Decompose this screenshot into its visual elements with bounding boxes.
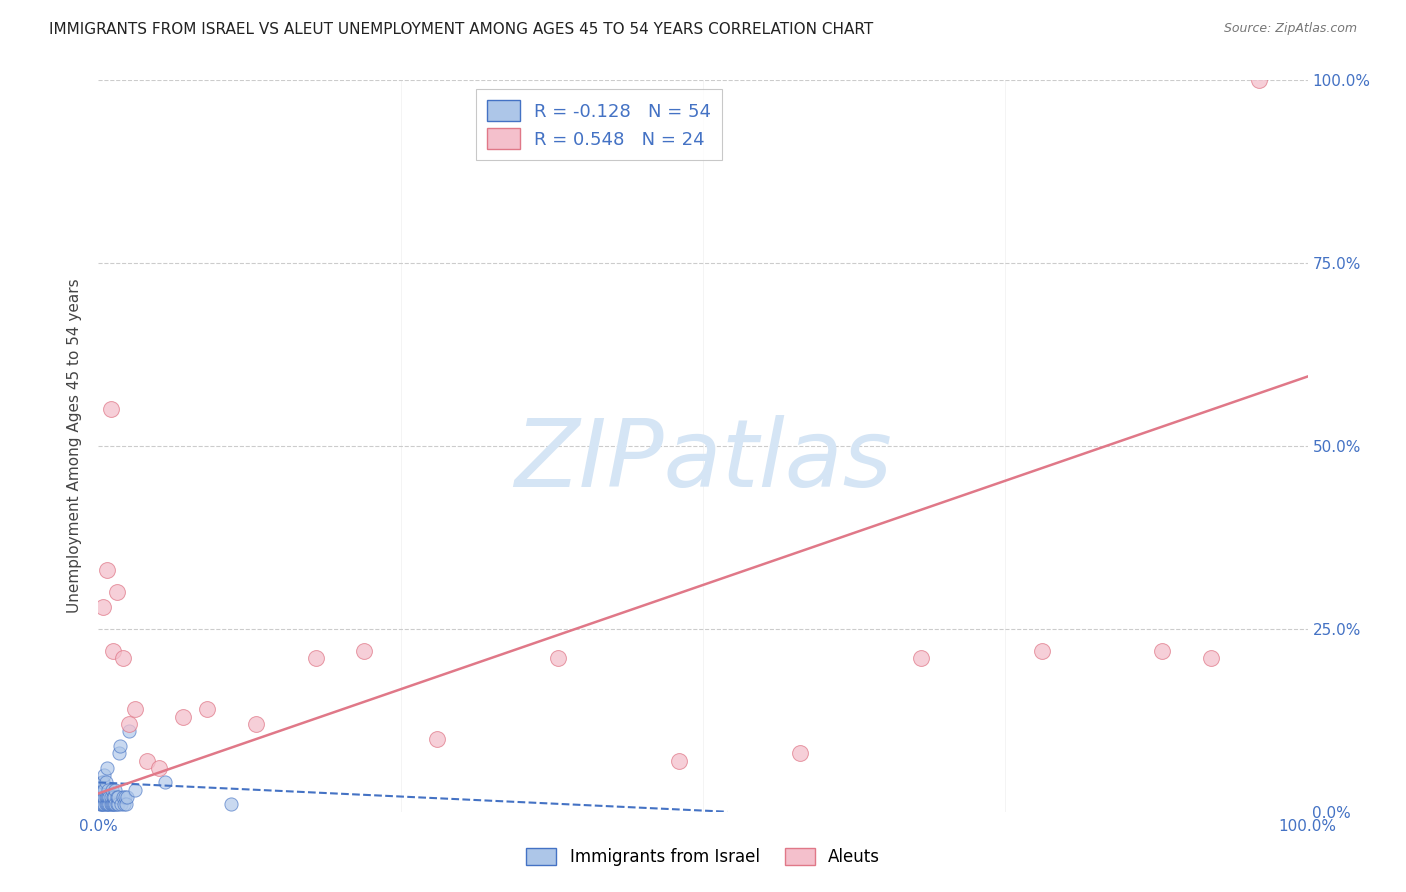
Y-axis label: Unemployment Among Ages 45 to 54 years: Unemployment Among Ages 45 to 54 years [67, 278, 83, 614]
Point [90, 797, 112, 812]
Point [195, 702, 218, 716]
Point [93, 790, 115, 805]
Point [117, 790, 139, 805]
Point [1249, 73, 1271, 87]
Point [101, 797, 124, 812]
Point [103, 790, 125, 805]
Point [100, 797, 122, 812]
Point [112, 797, 135, 812]
Point [172, 709, 194, 723]
Point [96, 563, 118, 577]
Point [93, 782, 115, 797]
Point [101, 790, 124, 805]
Point [148, 761, 170, 775]
Point [124, 782, 146, 797]
Point [93, 768, 115, 782]
Point [107, 790, 129, 805]
Point [221, 797, 243, 812]
Point [100, 797, 122, 812]
Point [305, 651, 328, 665]
Point [105, 797, 128, 812]
Point [111, 651, 134, 665]
Point [100, 782, 122, 797]
Point [91, 782, 114, 797]
Text: ZIPatlas: ZIPatlas [515, 415, 891, 506]
Point [104, 797, 127, 812]
Point [100, 402, 122, 417]
Text: IMMIGRANTS FROM ISRAEL VS ALEUT UNEMPLOYMENT AMONG AGES 45 TO 54 YEARS CORRELATI: IMMIGRANTS FROM ISRAEL VS ALEUT UNEMPLOY… [49, 22, 873, 37]
Point [547, 651, 569, 665]
Point [94, 797, 117, 812]
Point [101, 644, 124, 658]
Point [910, 651, 932, 665]
Point [100, 790, 122, 805]
Point [96, 790, 118, 805]
Point [91, 775, 114, 789]
Point [89, 797, 111, 812]
Point [1031, 644, 1053, 658]
Point [118, 717, 141, 731]
Point [94, 775, 117, 789]
Point [153, 775, 176, 789]
Point [111, 790, 134, 805]
Legend: R = -0.128   N = 54, R = 0.548   N = 24: R = -0.128 N = 54, R = 0.548 N = 24 [477, 89, 721, 160]
Point [1199, 651, 1222, 665]
Point [108, 739, 131, 753]
Point [94, 790, 117, 805]
Point [97, 790, 120, 805]
Point [90, 782, 112, 797]
Point [103, 797, 125, 812]
Point [89, 790, 111, 805]
Point [105, 585, 128, 599]
Text: Source: ZipAtlas.com: Source: ZipAtlas.com [1223, 22, 1357, 36]
Point [91, 775, 114, 789]
Point [353, 644, 375, 658]
Point [107, 797, 129, 812]
Point [115, 797, 138, 812]
Point [91, 599, 114, 614]
Point [98, 797, 121, 812]
Point [90, 790, 112, 805]
Point [1152, 644, 1174, 658]
Point [789, 746, 811, 760]
Point [91, 797, 114, 812]
Point [108, 746, 131, 760]
Point [91, 797, 114, 812]
Point [97, 782, 120, 797]
Point [124, 702, 146, 716]
Point [91, 782, 114, 797]
Point [426, 731, 449, 746]
Legend: Immigrants from Israel, Aleuts: Immigrants from Israel, Aleuts [519, 841, 887, 873]
Point [118, 724, 141, 739]
Point [98, 790, 121, 805]
Point [668, 754, 690, 768]
Point [245, 717, 267, 731]
Point [110, 797, 132, 812]
Point [96, 797, 118, 812]
Point [114, 790, 136, 805]
Point [105, 790, 128, 805]
Point [97, 797, 120, 812]
Point [91, 790, 114, 805]
Point [93, 797, 115, 812]
Point [91, 790, 114, 805]
Point [96, 761, 118, 775]
Point [135, 754, 157, 768]
Point [104, 782, 127, 797]
